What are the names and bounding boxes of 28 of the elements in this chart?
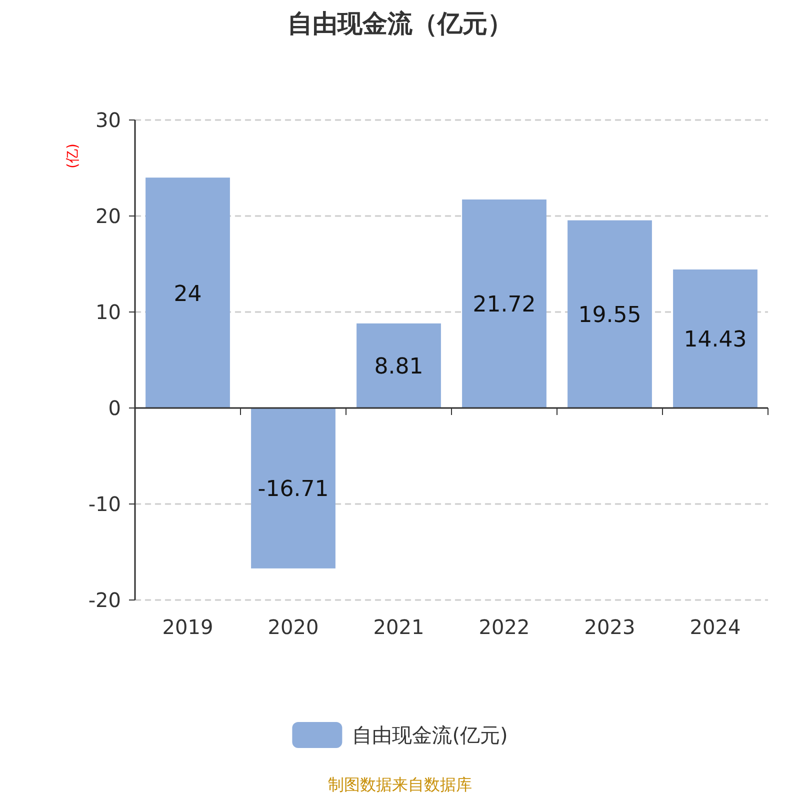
bar <box>356 323 441 408</box>
bar <box>462 199 546 408</box>
data-label: 19.55 <box>578 303 642 328</box>
x-tick-label: 2024 <box>690 615 741 639</box>
x-tick-label: 2019 <box>162 615 214 639</box>
data-label: 24 <box>174 282 202 307</box>
x-tick-label: 2021 <box>373 615 424 639</box>
x-tick-label: 2023 <box>584 615 636 639</box>
data-label: -16.71 <box>258 477 329 502</box>
y-tick-label: -10 <box>88 492 121 516</box>
chart-title: 自由现金流（亿元） <box>288 9 512 38</box>
data-label: 8.81 <box>374 354 424 380</box>
bar <box>568 220 652 408</box>
text: 制图数据来自数据库 <box>328 775 472 794</box>
y-axis-title: (亿) <box>65 144 81 168</box>
y-tick-label: 20 <box>96 204 121 228</box>
y-tick-label: 0 <box>108 396 121 420</box>
bar <box>251 408 336 568</box>
x-tick-label: 2020 <box>268 615 319 639</box>
legend-label: 自由现金流(亿元) <box>352 723 508 747</box>
data-label: 21.72 <box>472 292 536 318</box>
y-tick-label: 10 <box>96 300 121 324</box>
bar <box>673 269 758 408</box>
y-tick-label: 30 <box>96 108 121 132</box>
bar <box>146 178 230 408</box>
data-label: 14.43 <box>684 328 747 353</box>
x-tick-label: 2022 <box>478 615 530 639</box>
y-tick-label: -20 <box>88 588 121 612</box>
